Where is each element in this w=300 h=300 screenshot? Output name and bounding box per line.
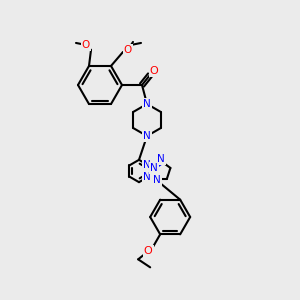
Text: N: N	[143, 131, 151, 141]
Text: O: O	[82, 40, 90, 50]
Text: N: N	[143, 160, 151, 170]
Text: N: N	[143, 99, 151, 109]
Text: N: N	[153, 175, 161, 185]
Text: O: O	[124, 45, 132, 55]
Text: O: O	[150, 66, 158, 76]
Text: N: N	[157, 154, 165, 164]
Text: O: O	[124, 45, 132, 55]
Text: N: N	[143, 172, 151, 182]
Text: O: O	[144, 246, 153, 256]
Text: N: N	[150, 163, 158, 173]
